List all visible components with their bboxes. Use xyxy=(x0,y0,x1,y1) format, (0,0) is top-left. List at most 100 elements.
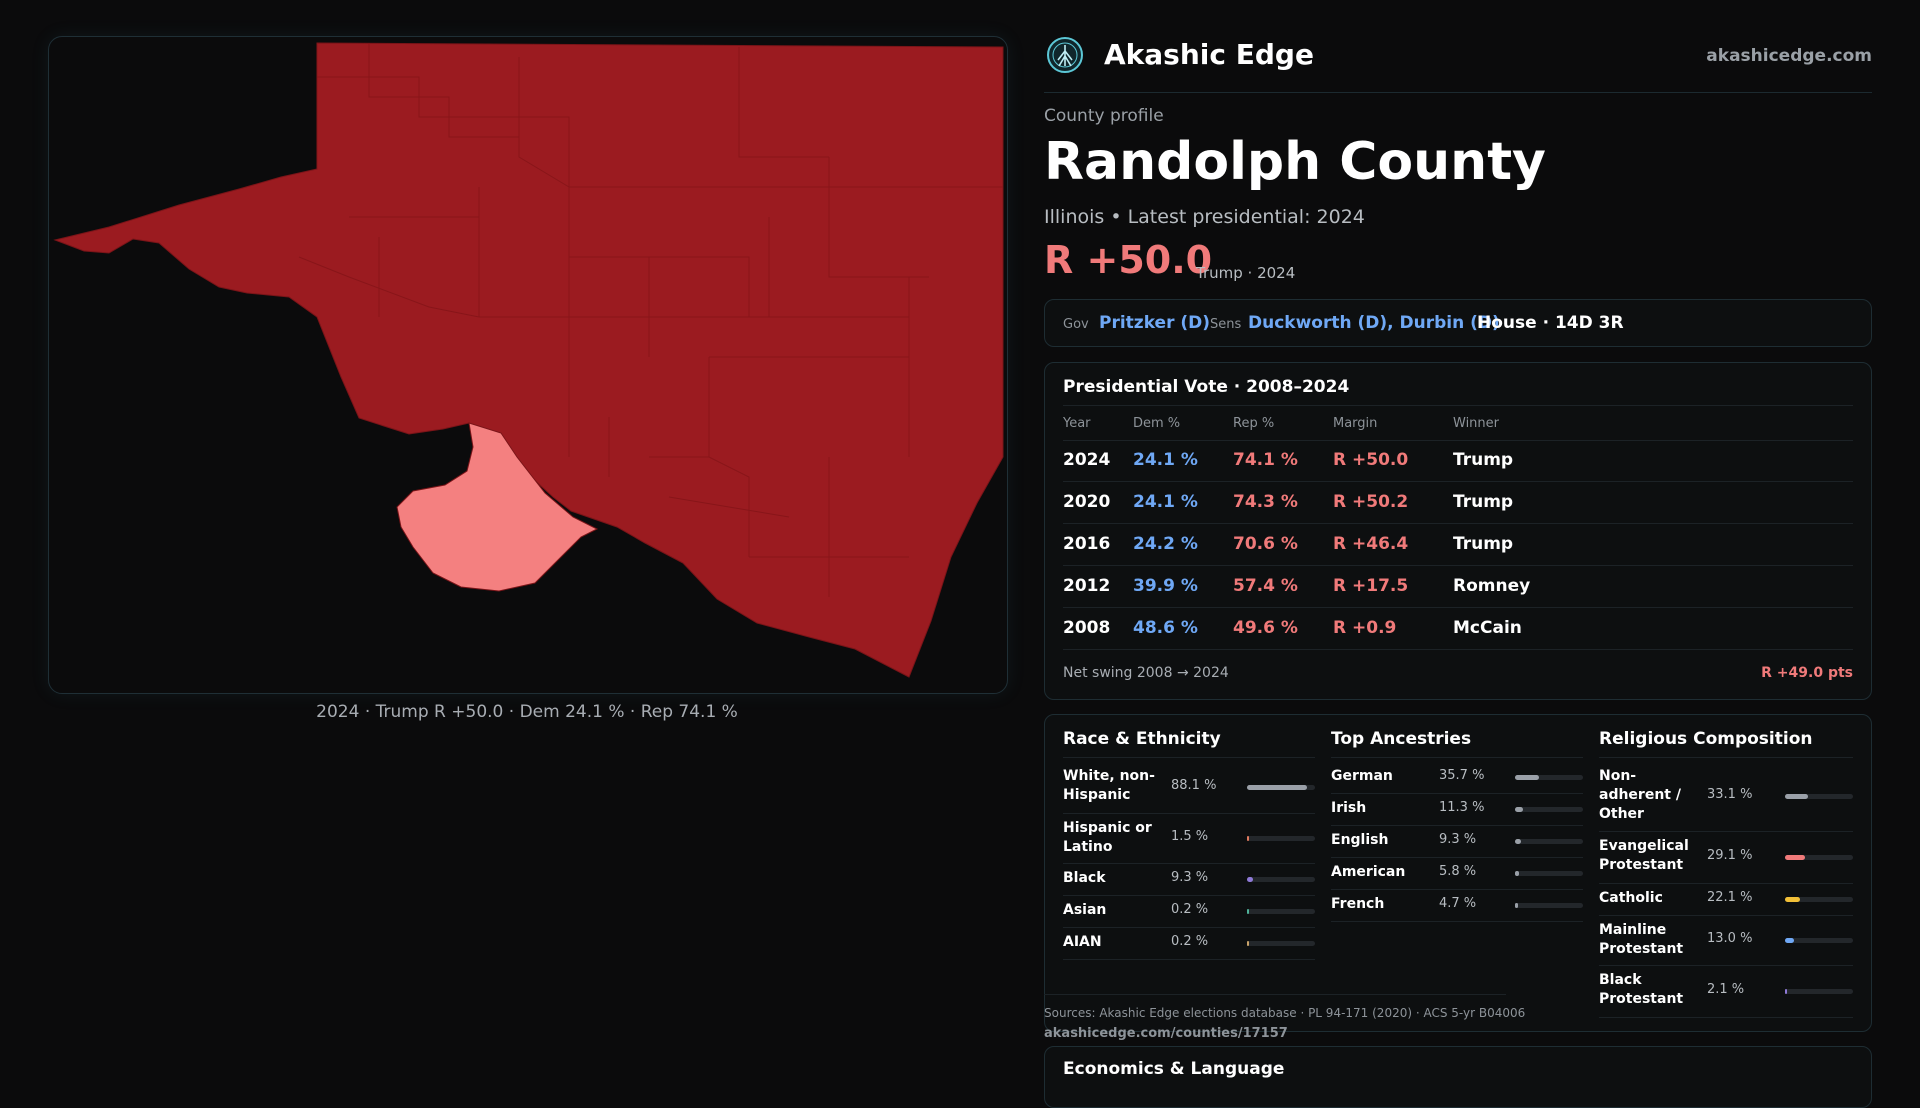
row-year: 2016 xyxy=(1063,534,1111,554)
brand-site-link[interactable]: akashicedge.com xyxy=(1706,46,1872,66)
list-item: English 9.3 % xyxy=(1331,825,1583,858)
item-value: 9.3 % xyxy=(1439,832,1477,847)
presidential-vote-title: Presidential Vote · 2008–2024 xyxy=(1063,377,1350,397)
percent-bar-fill xyxy=(1785,794,1808,799)
list-item: Mainline Protestant 13.0 % xyxy=(1599,915,1853,966)
percent-bar-fill xyxy=(1785,897,1801,902)
section-divider xyxy=(1063,757,1315,758)
county-map-svg xyxy=(53,42,1004,678)
list-item: Black Protestant 2.1 % xyxy=(1599,965,1853,1018)
row-dem: 24.2 % xyxy=(1133,534,1198,554)
state-line: Illinois • Latest presidential: 2024 xyxy=(1044,206,1365,228)
percent-bar-fill xyxy=(1515,871,1519,876)
list-item: Evangelical Protestant 29.1 % xyxy=(1599,831,1853,884)
percent-bar xyxy=(1247,785,1315,790)
item-value: 4.7 % xyxy=(1439,896,1477,911)
sources-url-link[interactable]: akashicedge.com/counties/17157 xyxy=(1044,1026,1288,1041)
row-winner: Trump xyxy=(1453,450,1514,470)
item-name: Irish xyxy=(1331,800,1367,816)
senators-label: Sens xyxy=(1210,317,1242,332)
section-divider xyxy=(1331,757,1583,758)
row-rep: 74.1 % xyxy=(1233,450,1298,470)
item-name: Black Protestant xyxy=(1599,972,1684,1007)
governor-name: Pritzker (D) xyxy=(1099,313,1211,333)
item-name: American xyxy=(1331,864,1406,880)
table-row: 2008 48.6 % 49.6 % R +0.9 McCain xyxy=(1063,608,1853,650)
item-name: Hispanic or Latino xyxy=(1063,820,1152,855)
presidential-table-header: Year Dem % Rep % Margin Winner xyxy=(1063,405,1853,441)
table-row: 2020 24.1 % 74.3 % R +50.2 Trump xyxy=(1063,482,1853,524)
item-value: 9.3 % xyxy=(1171,870,1209,885)
item-name: Asian xyxy=(1063,902,1107,918)
list-item: AIAN 0.2 % xyxy=(1063,927,1315,960)
item-value: 2.1 % xyxy=(1707,982,1745,997)
list-item: Asian 0.2 % xyxy=(1063,895,1315,928)
item-value: 0.2 % xyxy=(1171,902,1209,917)
item-name: White, non-Hispanic xyxy=(1063,768,1155,803)
item-value: 13.0 % xyxy=(1707,931,1753,946)
latest-margin: R +50.0 xyxy=(1044,238,1213,282)
economics-language-title: Economics & Language xyxy=(1063,1059,1285,1079)
row-rep: 74.3 % xyxy=(1233,492,1298,512)
row-margin: R +17.5 xyxy=(1333,576,1409,596)
county-panel: Akashic Edge akashicedge.com County prof… xyxy=(1044,0,1872,1108)
item-value: 22.1 % xyxy=(1707,890,1753,905)
county-region-lean[interactable] xyxy=(396,422,599,592)
row-rep: 49.6 % xyxy=(1233,618,1298,638)
percent-bar-fill xyxy=(1247,909,1249,914)
item-value: 1.5 % xyxy=(1171,829,1209,844)
row-margin: R +50.0 xyxy=(1333,450,1409,470)
page-title: Randolph County xyxy=(1044,132,1546,192)
header-dem: Dem % xyxy=(1133,416,1181,431)
row-winner: Trump xyxy=(1453,492,1514,512)
list-item: Black 9.3 % xyxy=(1063,863,1315,896)
gov-label: Gov xyxy=(1063,317,1089,332)
percent-bar xyxy=(1785,897,1853,902)
row-year: 2024 xyxy=(1063,450,1111,470)
list-item: German 35.7 % xyxy=(1331,761,1583,794)
row-dem: 39.9 % xyxy=(1133,576,1198,596)
row-winner: McCain xyxy=(1453,618,1522,638)
percent-bar-fill xyxy=(1247,836,1249,841)
percent-bar xyxy=(1247,877,1315,882)
percent-bar xyxy=(1515,839,1583,844)
tree-of-life-icon xyxy=(1046,36,1084,74)
row-year: 2012 xyxy=(1063,576,1111,596)
latest-margin-note: Trump · 2024 xyxy=(1196,264,1296,282)
percent-bar xyxy=(1247,836,1315,841)
net-swing-value: R +49.0 pts xyxy=(1761,665,1853,681)
percent-bar-fill xyxy=(1247,877,1254,882)
county-map[interactable] xyxy=(48,36,1008,694)
top-ancestries-title: Top Ancestries xyxy=(1331,729,1472,749)
economics-language-card: Economics & Language xyxy=(1044,1046,1872,1108)
item-name: AIAN xyxy=(1063,934,1102,950)
religious-composition-section: Religious Composition Non-adherent / Oth… xyxy=(1599,715,1853,1018)
header-rep: Rep % xyxy=(1233,416,1275,431)
row-dem: 24.1 % xyxy=(1133,492,1198,512)
header-year: Year xyxy=(1063,416,1091,431)
top-ancestries-section: Top Ancestries German 35.7 % Irish 11.3 % En… xyxy=(1331,715,1583,1015)
item-name: English xyxy=(1331,832,1389,848)
percent-bar xyxy=(1785,855,1853,860)
list-item: Irish 11.3 % xyxy=(1331,793,1583,826)
map-caption: 2024 · Trump R +50.0 · Dem 24.1 % · Rep … xyxy=(316,702,738,722)
county-region-republican[interactable] xyxy=(53,42,1004,678)
item-value: 5.8 % xyxy=(1439,864,1477,879)
row-margin: R +0.9 xyxy=(1333,618,1397,638)
net-swing-label: Net swing 2008 → 2024 xyxy=(1063,665,1229,681)
percent-bar-fill xyxy=(1515,775,1540,780)
house-delegation: House · 14D 3R xyxy=(1477,313,1624,333)
brand-name: Akashic Edge xyxy=(1104,38,1314,71)
county-profile-label: County profile xyxy=(1044,106,1164,126)
percent-bar xyxy=(1515,807,1583,812)
item-value: 29.1 % xyxy=(1707,848,1753,863)
percent-bar xyxy=(1785,938,1853,943)
item-name: Catholic xyxy=(1599,890,1663,906)
officials-bar: Gov Pritzker (D) Sens Duckworth (D), Dur… xyxy=(1044,299,1872,347)
percent-bar-fill xyxy=(1785,855,1805,860)
row-dem: 24.1 % xyxy=(1133,450,1198,470)
table-row: 2012 39.9 % 57.4 % R +17.5 Romney xyxy=(1063,566,1853,608)
header-winner: Winner xyxy=(1453,416,1500,431)
senators-names: Duckworth (D), Durbin (D) xyxy=(1248,313,1500,333)
percent-bar-fill xyxy=(1515,839,1522,844)
